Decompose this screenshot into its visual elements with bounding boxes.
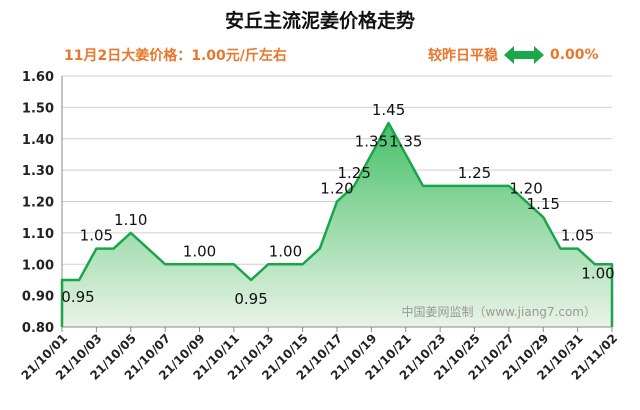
data-label: 1.35: [355, 132, 388, 150]
data-label: 1.25: [458, 164, 491, 182]
data-label: 1.35: [389, 132, 422, 150]
data-labels: 0.951.051.101.000.951.001.201.251.351.45…: [61, 101, 614, 308]
y-axis: 0.80 0.90 1.00 1.10 1.20 1.30 1.40 1.50 1.60: [22, 70, 63, 336]
y-tick-label: 1.00: [22, 258, 54, 273]
compare-indicator: 较昨日平稳 0.00%: [428, 45, 599, 65]
x-axis: 21/10/0121/10/0321/10/0521/10/0721/10/09…: [19, 326, 620, 383]
series-line: [60, 121, 614, 327]
data-label: 1.00: [183, 242, 216, 260]
y-tick-label: 1.40: [22, 133, 54, 148]
data-label: 1.10: [114, 211, 147, 229]
compare-label: 较昨日平稳: [428, 48, 498, 64]
watermark: 中国姜网监制（www.jiang7.com）: [402, 304, 596, 319]
y-tick-label: 0.90: [22, 290, 54, 305]
data-label: 0.95: [234, 290, 267, 308]
data-label: 1.20: [509, 180, 542, 198]
area-fill: [62, 123, 612, 327]
y-tick-label: 1.30: [22, 164, 54, 179]
chart-title: 安丘主流泥姜价格走势: [224, 10, 415, 32]
data-label: 1.45: [372, 101, 405, 119]
double-arrow-icon: [504, 46, 544, 64]
data-label: 1.20: [320, 180, 353, 198]
y-tick-label: 1.10: [22, 227, 54, 242]
y-tick-label: 1.60: [22, 70, 54, 85]
y-tick-label: 1.20: [22, 196, 54, 211]
data-label: 1.15: [527, 195, 560, 213]
compare-value: 0.00%: [550, 47, 599, 63]
data-label: 1.25: [337, 164, 370, 182]
data-label: 1.05: [80, 227, 113, 245]
data-label: 0.95: [61, 288, 94, 306]
y-tick-label: 0.80: [22, 321, 54, 336]
data-label: 1.00: [581, 264, 614, 282]
data-label: 1.00: [269, 242, 302, 260]
price-subtitle: 11月2日大姜价格：1.00元/斤左右: [64, 48, 287, 64]
area-layer: [60, 121, 614, 327]
y-tick-label: 1.50: [22, 101, 54, 116]
data-label: 1.05: [561, 227, 594, 245]
